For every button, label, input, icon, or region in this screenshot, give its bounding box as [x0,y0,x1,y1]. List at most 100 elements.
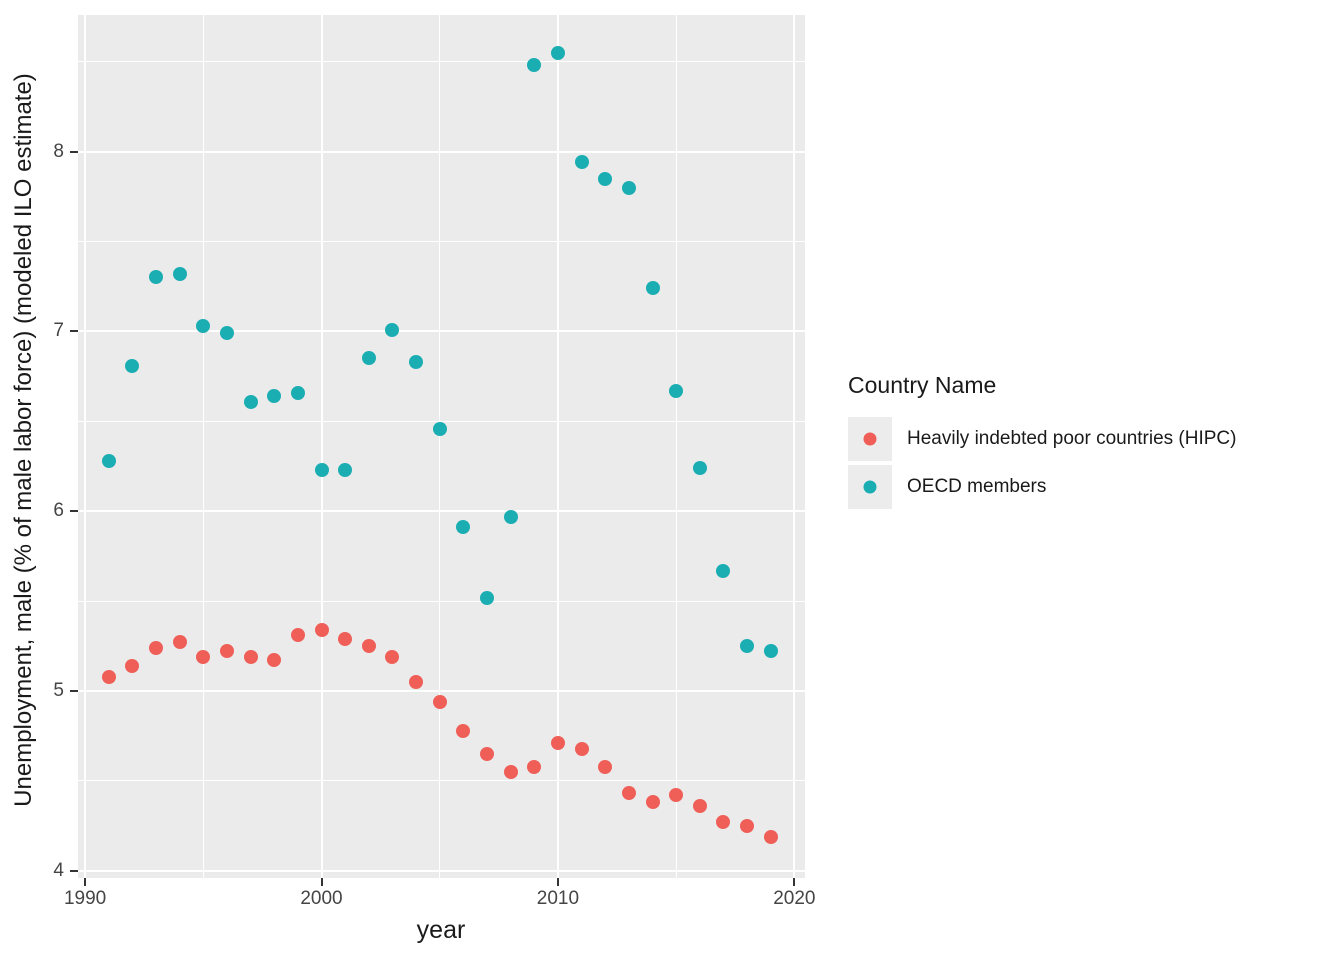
legend-key [848,417,892,461]
data-point [149,640,164,655]
data-point [409,675,424,690]
data-point [338,462,353,477]
y-tick-mark [70,869,78,872]
x-tick-mark [320,878,323,886]
y-minor-gridline [78,600,805,602]
data-point [290,628,305,643]
legend-item-label: Heavily indebted poor countries (HIPC) [907,428,1237,449]
data-point [574,741,589,756]
y-major-gridline [78,510,805,513]
data-point [314,622,329,637]
data-point [290,385,305,400]
data-point [740,639,755,654]
data-point [149,270,164,285]
legend-item-hipc: Heavily indebted poor countries (HIPC) [848,417,1237,461]
oecd-dot-icon [863,480,877,494]
x-tick-label: 2000 [300,888,343,909]
data-point [480,590,494,605]
y-minor-gridline [78,61,805,63]
data-point [196,319,211,334]
plot-panel [78,15,805,878]
data-point [338,631,353,646]
data-point [503,764,518,779]
y-minor-gridline [78,241,805,243]
y-minor-gridline [78,780,805,782]
y-minor-gridline [78,420,805,422]
x-major-gridline [320,15,323,878]
y-tick-label: 6 [53,500,64,522]
data-point [385,649,400,664]
data-point [598,171,613,186]
data-point [432,421,447,436]
data-point [692,461,707,476]
data-point [716,815,731,830]
x-minor-gridline [202,15,204,878]
x-major-gridline [793,15,796,878]
x-tick-label: 2010 [536,888,580,909]
data-point [527,58,542,73]
y-axis-title: Unemployment, male (% of male labor forc… [10,73,37,807]
legend: Country Name Heavily indebted poor count… [848,372,1237,513]
x-tick-mark [84,878,87,886]
data-point [219,644,234,659]
data-point [456,723,471,738]
data-point [196,649,211,664]
y-major-gridline [78,150,805,153]
data-point [669,383,684,398]
data-point [219,326,234,341]
data-point [172,266,187,281]
data-point [621,786,636,801]
y-major-gridline [78,330,805,333]
y-tick-label: 8 [53,140,64,162]
data-point [763,644,778,659]
y-major-gridline [78,690,805,693]
legend-item-oecd: OECD members [848,465,1237,509]
data-point [740,818,755,833]
y-tick-mark [70,150,78,153]
x-axis-title: year [416,916,466,944]
data-point [527,759,542,774]
data-point [550,736,565,751]
x-tick-label: 2020 [773,888,816,909]
legend-key [848,465,892,509]
data-point [243,394,258,409]
x-minor-gridline [439,15,441,878]
data-point [267,389,282,404]
data-point [550,45,565,60]
data-point [669,788,684,803]
legend-title: Country Name [848,372,997,398]
data-point [480,746,494,761]
x-tick-mark [793,878,796,886]
hipc-dot-icon [863,432,877,446]
y-tick-mark [70,510,78,513]
data-point [763,829,778,844]
data-point [243,649,258,664]
data-point [456,520,471,535]
x-tick-label: 1990 [63,888,107,909]
data-point [409,354,424,369]
data-point [645,281,660,296]
data-point [125,658,140,673]
x-major-gridline [84,15,87,878]
data-point [101,669,116,684]
legend-item-label: OECD members [907,476,1047,497]
y-major-gridline [78,869,805,872]
x-major-gridline [556,15,559,878]
data-point [267,653,282,668]
y-tick-mark [70,330,78,333]
data-point [361,639,376,654]
y-tick-mark [70,690,78,693]
data-point [692,799,707,814]
data-point [314,462,329,477]
x-minor-gridline [675,15,677,878]
x-tick-mark [556,878,559,886]
data-point [503,509,518,524]
data-point [101,453,116,468]
data-point [361,351,376,366]
y-tick-label: 7 [53,320,64,342]
data-point [125,358,140,373]
data-point [172,635,187,650]
data-point [621,180,636,195]
data-point [574,155,589,170]
